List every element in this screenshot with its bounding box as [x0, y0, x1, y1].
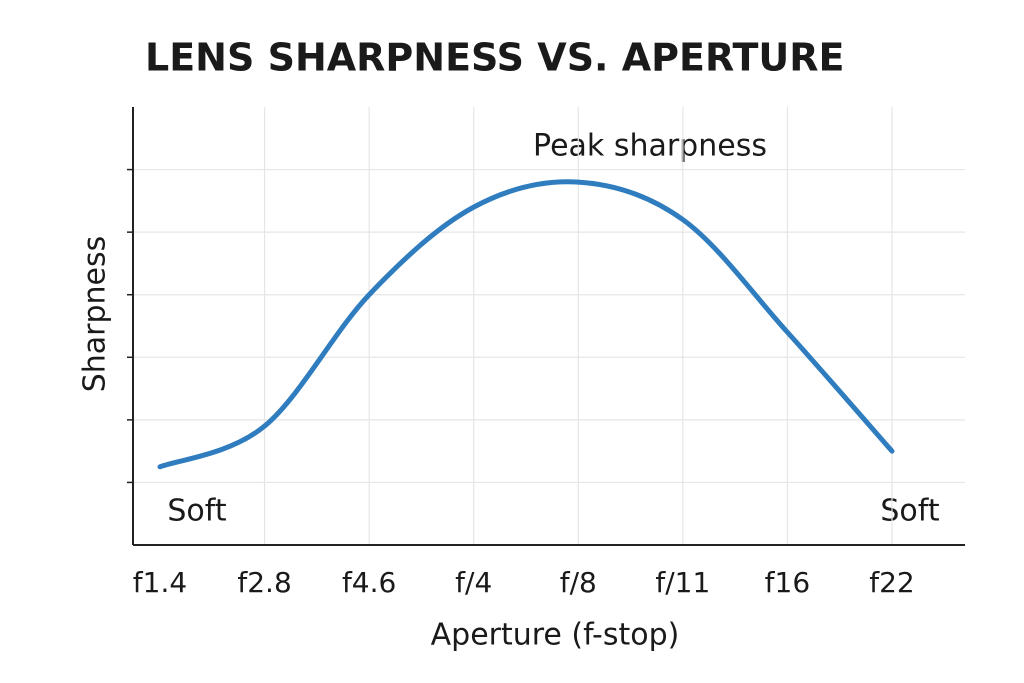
annotation: Soft	[167, 494, 226, 529]
x-tick-label: f/8	[560, 566, 597, 599]
x-tick-label: f/11	[655, 566, 710, 599]
x-axis-label: Aperture (f-stop)	[431, 618, 680, 653]
x-tick-label: f2.8	[237, 566, 291, 599]
x-tick-label: f/4	[455, 566, 492, 599]
x-tick-label: f16	[765, 566, 811, 599]
annotation: Peak sharpness	[533, 129, 767, 164]
x-tick-label: f4.6	[342, 566, 396, 599]
chart-title: LENS SHARPNESS VS. APERTURE	[145, 36, 845, 80]
annotation: Soft	[880, 494, 939, 529]
x-tick-label: f22	[869, 566, 915, 599]
line-series	[157, 179, 895, 470]
x-tick-label: f1.4	[133, 566, 187, 599]
y-axis-label: Sharpness	[78, 236, 113, 393]
